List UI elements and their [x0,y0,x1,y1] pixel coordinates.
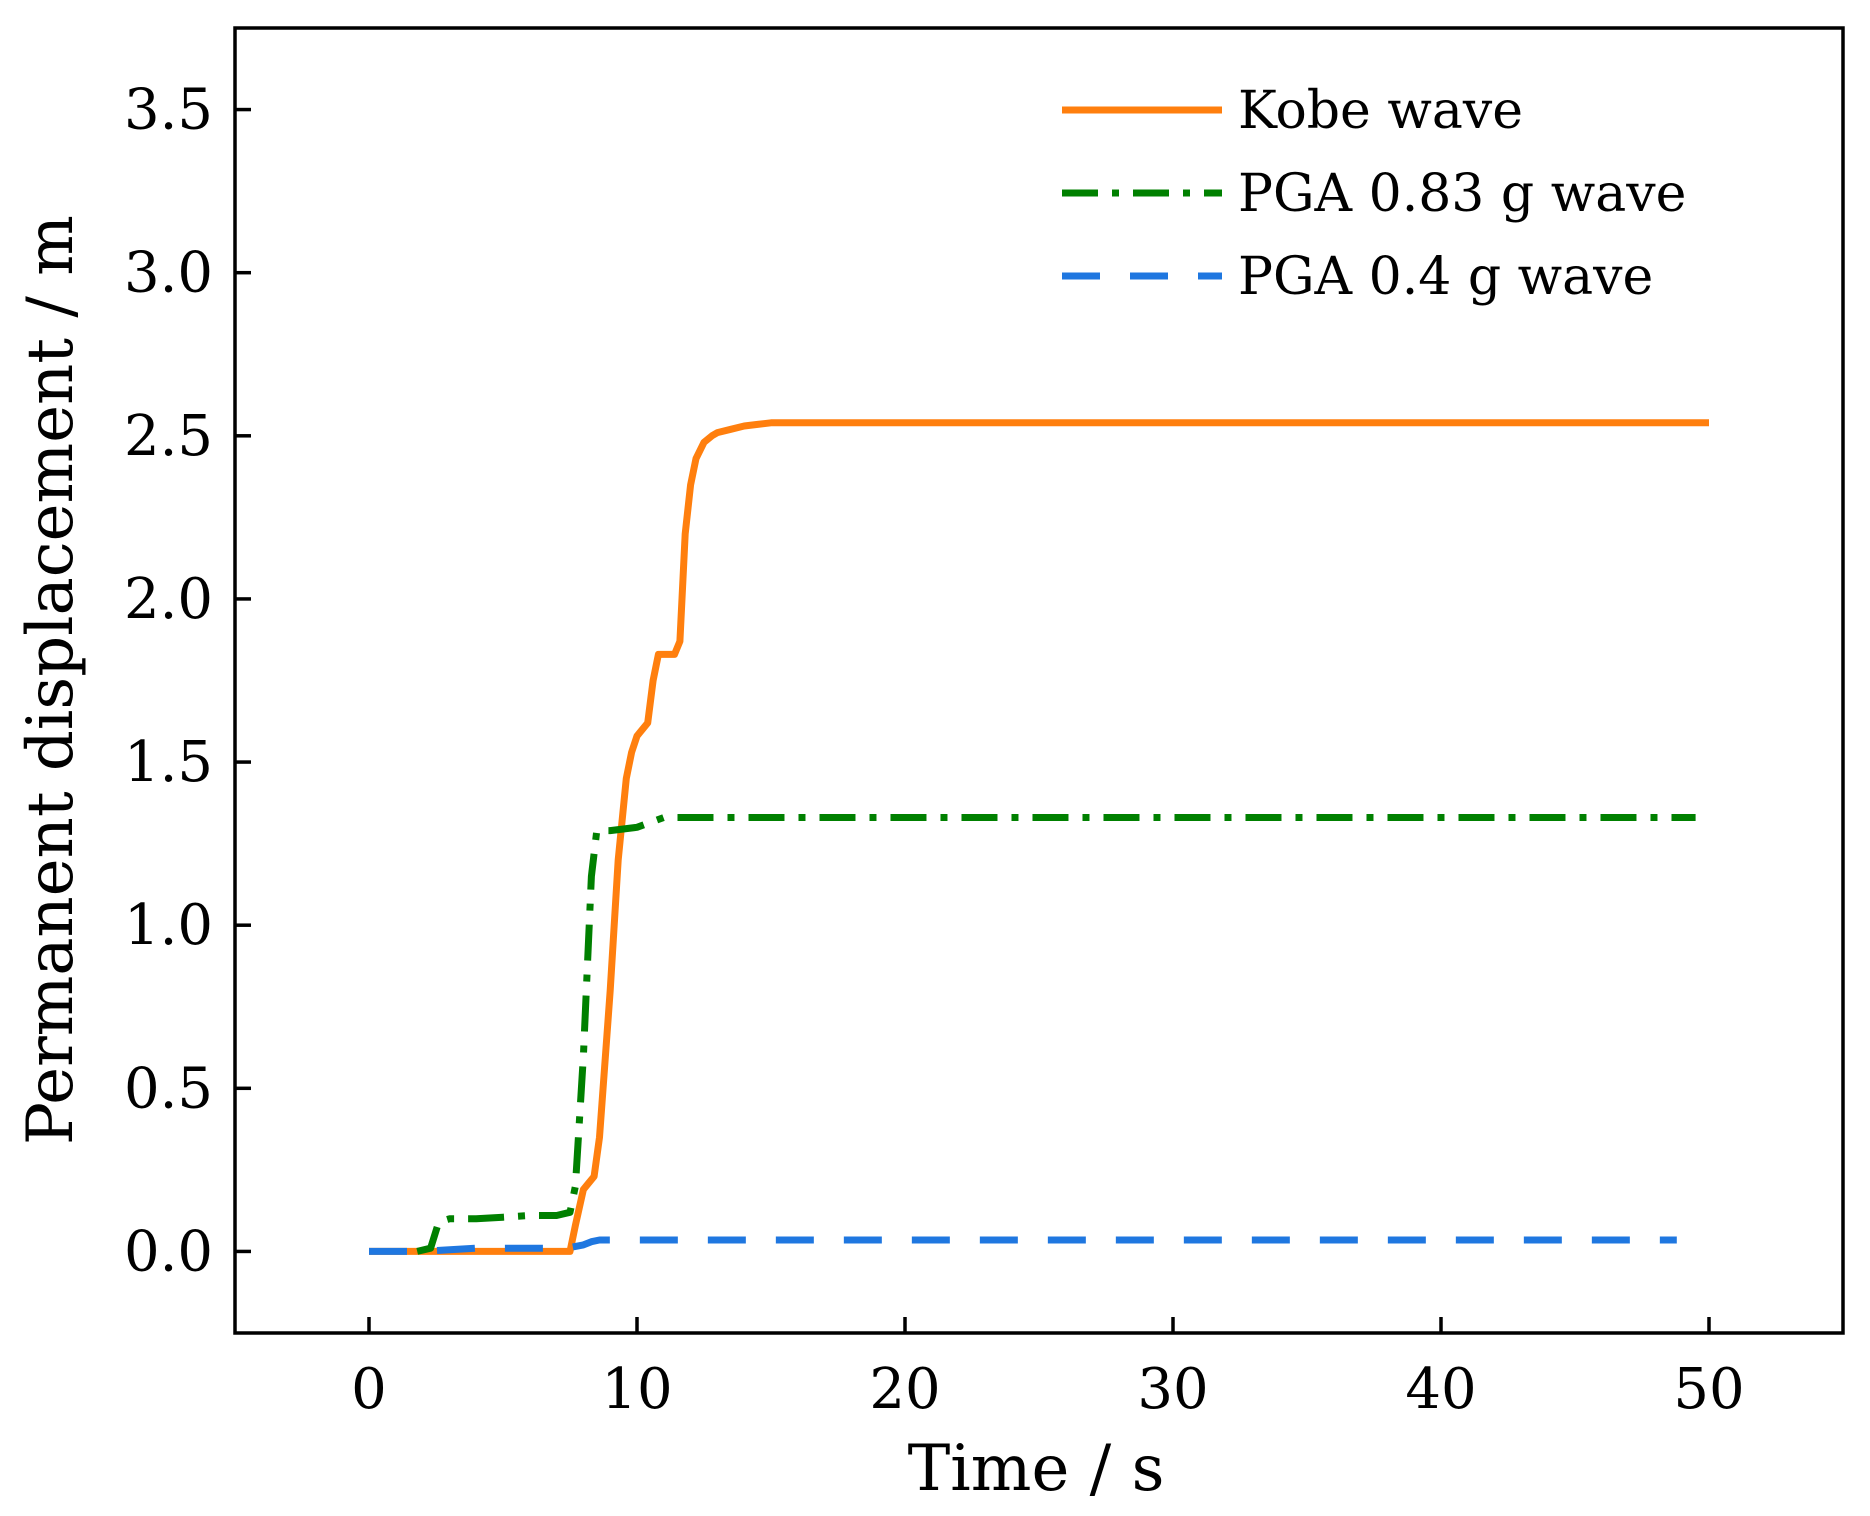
x-tick-label: 10 [601,1357,672,1422]
y-axis-title: Permanent displacement / m [14,215,88,1145]
y-tick-label: 0.5 [124,1056,213,1121]
x-tick-label: 20 [869,1357,940,1422]
y-tick-label: 3.0 [124,241,213,306]
legend-label-1: PGA 0.83 g wave [1238,164,1686,224]
y-tick-label: 0.0 [124,1219,213,1284]
x-tick-label: 40 [1405,1357,1476,1422]
y-tick-label: 3.5 [124,78,213,143]
x-tick-label: 50 [1673,1357,1744,1422]
x-axis-title: Time / s [908,1432,1165,1506]
legend: Kobe wave PGA 0.83 g wave PGA 0.4 g wave [1062,81,1686,307]
y-tick-label: 2.5 [124,404,213,469]
y-tick-label: 1.0 [124,893,213,958]
y-tick-label: 2.0 [124,567,213,632]
legend-label-0: Kobe wave [1238,81,1523,141]
y-axis-ticks: 0.0 0.5 1.0 1.5 2.0 2.5 3.0 3.5 [124,78,251,1284]
legend-label-2: PGA 0.4 g wave [1238,247,1653,307]
plot-frame [233,26,1845,1335]
plot-lines [369,419,1709,1255]
series-line-0 [369,419,1709,1255]
series-line-2 [369,1236,1677,1255]
x-axis-ticks: 0 10 20 30 40 50 [351,1317,1745,1422]
series-line-1 [416,814,1696,1255]
y-tick-label: 1.5 [124,730,213,795]
x-tick-label: 0 [351,1357,387,1422]
x-tick-label: 30 [1137,1357,1208,1422]
